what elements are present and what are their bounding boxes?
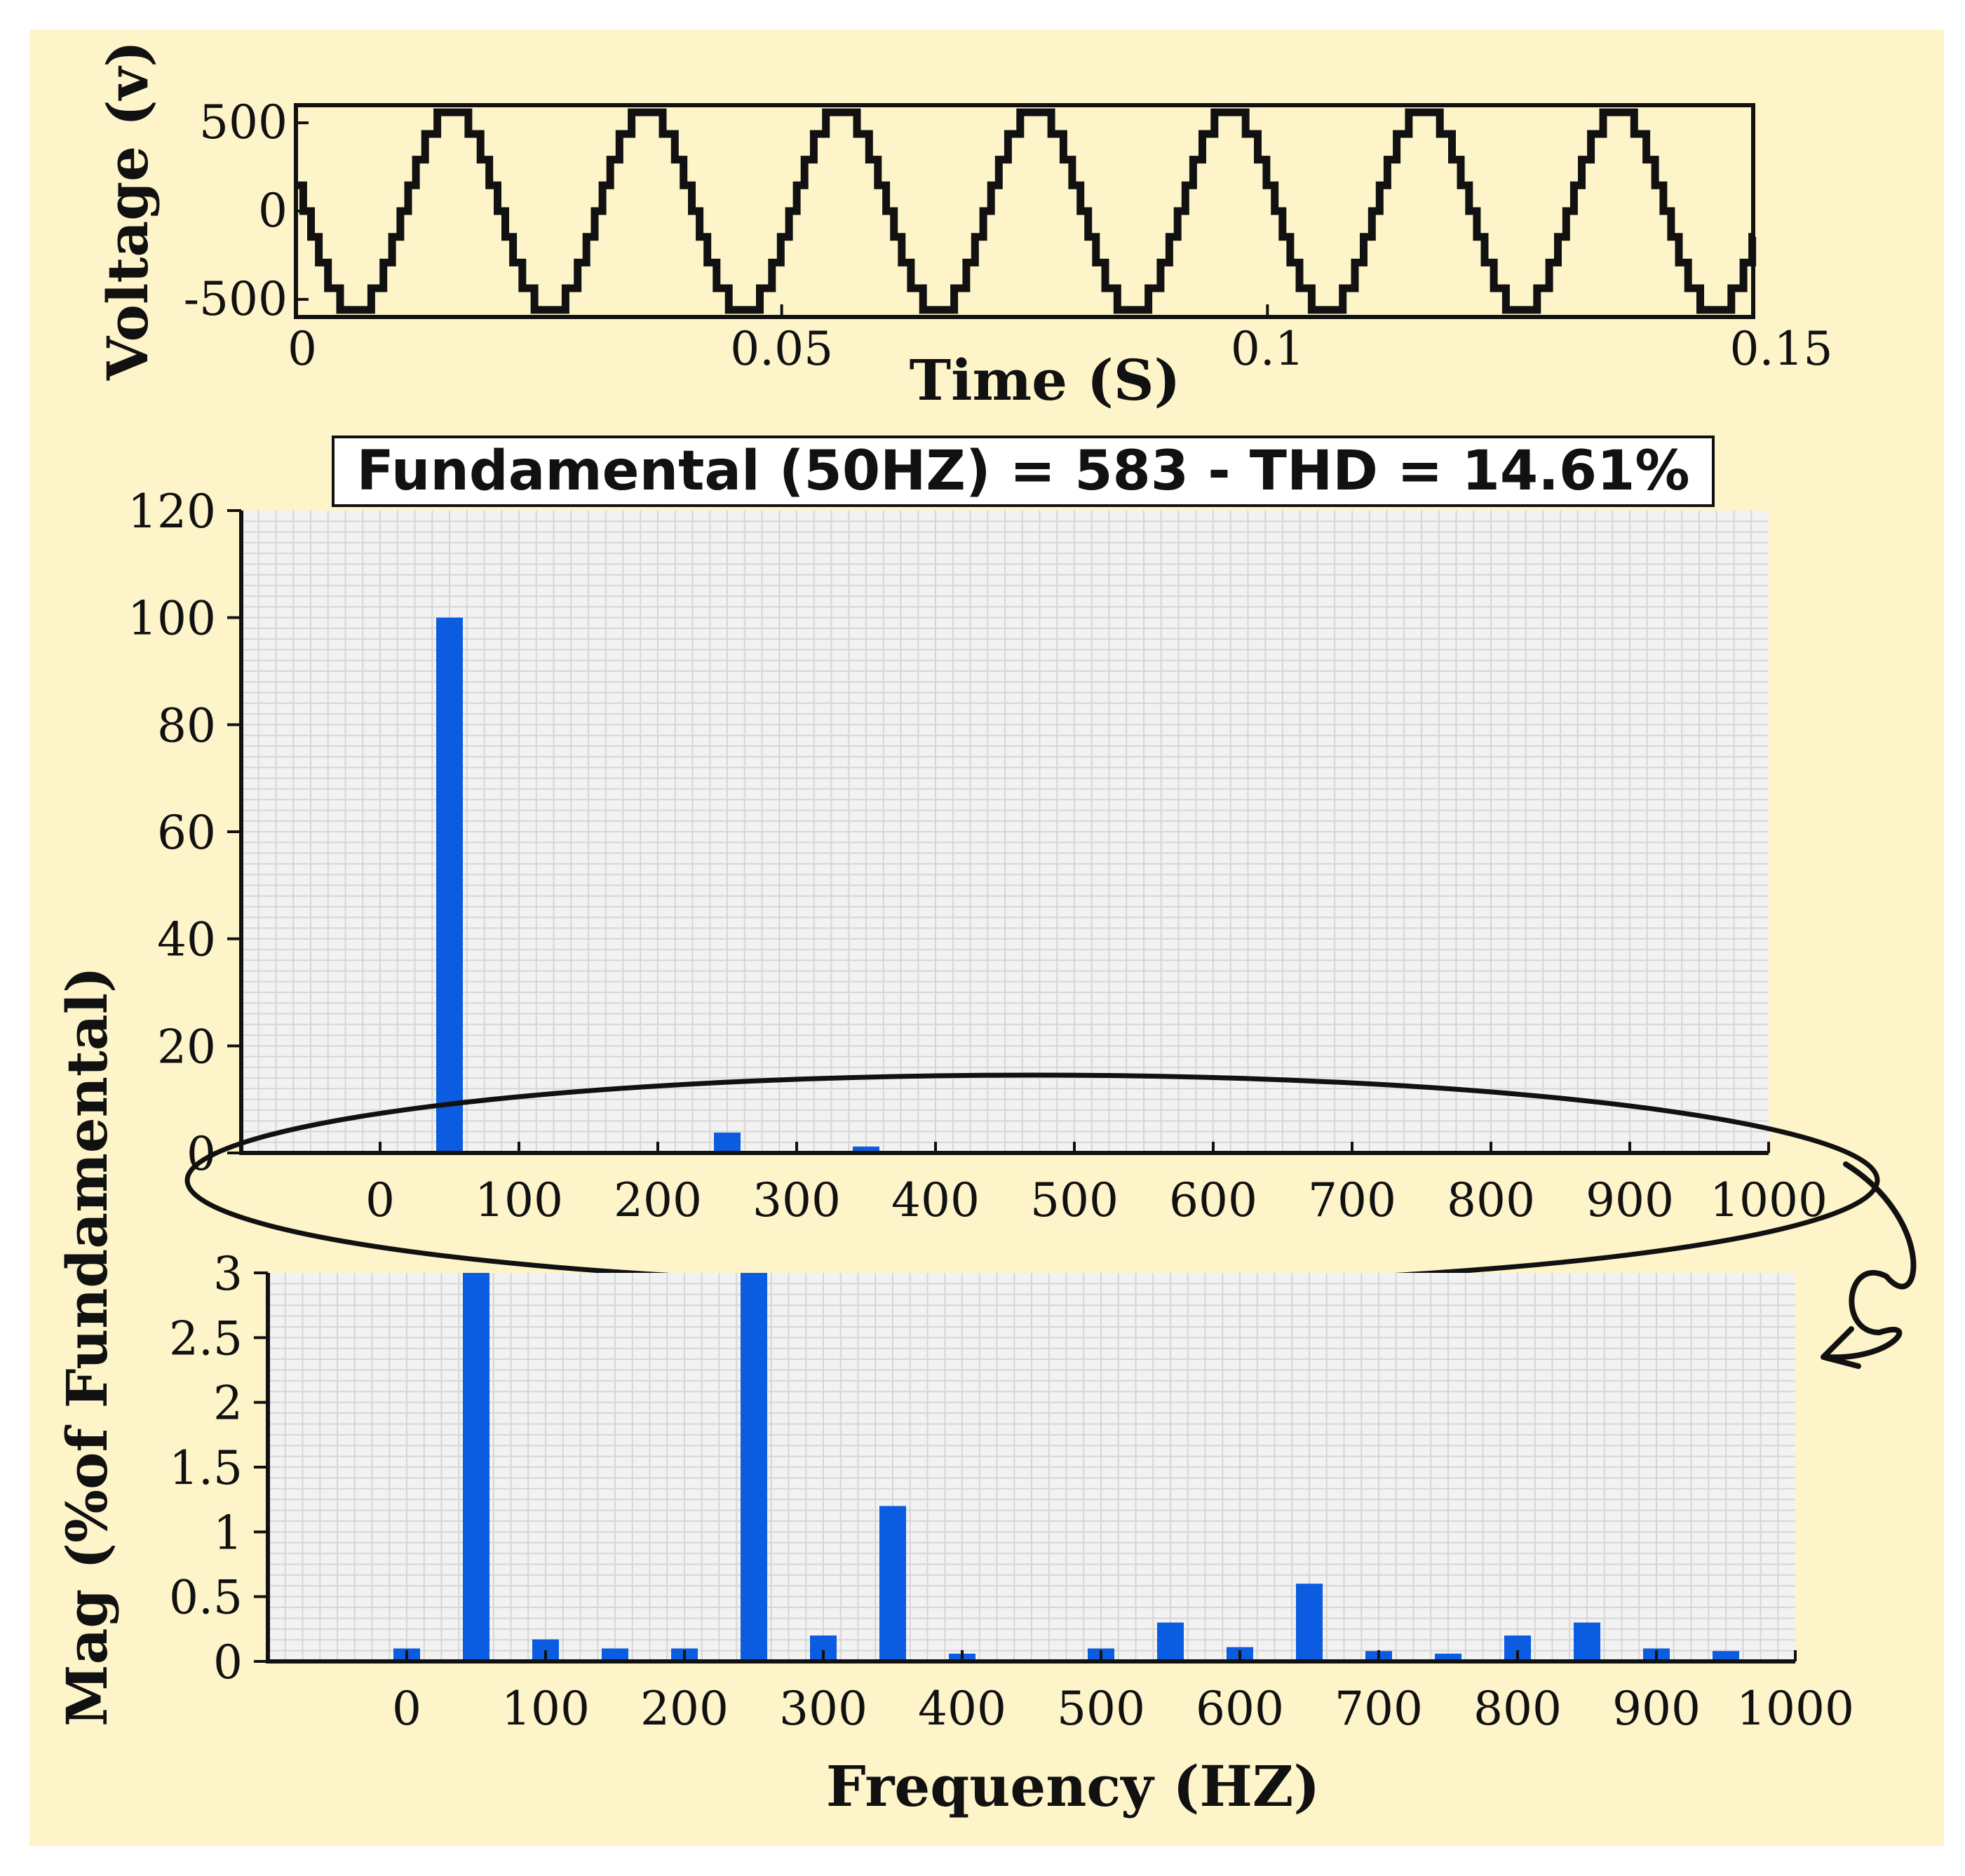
spectrum-bar (741, 1273, 767, 1661)
x-tick-label: 300 (779, 1682, 867, 1736)
fft-y-axis-title: Mag (%of Fundamental) (54, 966, 120, 1727)
fft-spectrum-zoom-ticks (254, 1271, 1797, 1663)
spectrum-bar (463, 1273, 489, 1661)
wave-x-tick-label: 0.15 (1730, 322, 1833, 376)
y-tick-label: 60 (157, 806, 216, 860)
y-tick-label: 100 (128, 592, 216, 646)
y-tick-label: 40 (157, 913, 216, 967)
fft-spectrum-zoom-tick-labels: 0 100 200 300 400 500 600 700 800 900 1000 3 2.5 2 1.5… (169, 1247, 1854, 1736)
wave-y-tick-label: -500 (184, 272, 288, 326)
fft-spectrum-zoom-grid (268, 1273, 1795, 1661)
x-tick-label: 700 (1335, 1682, 1423, 1736)
x-tick-label: 0 (392, 1682, 421, 1736)
fft-spectrum-full-ticks (227, 509, 1770, 1154)
wave-y-tick-label: 0 (258, 184, 288, 238)
x-tick-label: 0 (365, 1173, 395, 1227)
thd-banner-box (332, 436, 1715, 507)
spectrum-bar (602, 1648, 628, 1661)
x-tick-label: 800 (1473, 1682, 1562, 1736)
fft-spectrum-full-tick-labels: 0 100 200 300 400 500 600 700 800 900 1000 120 100 80… (128, 485, 1828, 1227)
fft-spectrum-zoom-x-title: Frequency (HZ) (826, 1753, 1320, 1819)
voltage-waveform-y-title: Voltage (v) (95, 41, 161, 381)
x-tick-label: 200 (640, 1682, 729, 1736)
x-tick-label: 100 (501, 1682, 590, 1736)
y-tick-label: 0 (213, 1635, 243, 1689)
y-tick-label: 0.5 (169, 1571, 243, 1625)
y-tick-label: 80 (157, 699, 216, 753)
x-tick-label: 500 (1057, 1682, 1145, 1736)
wave-x-tick-label: 0 (288, 322, 317, 376)
spectrum-bar (1435, 1653, 1461, 1661)
x-tick-label: 600 (1169, 1173, 1257, 1227)
fft-spectrum-full-bars (436, 617, 879, 1153)
wave-x-tick-label: 0.05 (730, 322, 833, 376)
spectrum-bar (1296, 1584, 1323, 1661)
y-tick-label: 2 (213, 1377, 243, 1431)
voltage-waveform-line (296, 108, 1757, 314)
x-tick-label: 900 (1586, 1173, 1674, 1227)
spectrum-bar (853, 1146, 879, 1153)
thd-banner-text: Fundamental (50HZ) = 583 - THD = 14.61% (356, 440, 1689, 503)
x-tick-label: 600 (1196, 1682, 1284, 1736)
x-tick-label: 900 (1612, 1682, 1701, 1736)
y-tick-label: 1 (213, 1506, 243, 1560)
spectrum-bar (879, 1506, 906, 1661)
fft-spectrum-full-chart: 0 100 200 300 400 500 600 700 800 900 1000 120 100 80… (128, 485, 1828, 1227)
spectrum-bar (714, 1132, 741, 1153)
x-tick-label: 200 (614, 1173, 702, 1227)
y-tick-label: 2.5 (169, 1311, 243, 1365)
x-tick-label: 100 (475, 1173, 563, 1227)
spectrum-bar (436, 617, 463, 1153)
spectrum-bar (1713, 1651, 1739, 1661)
x-tick-label: 300 (752, 1173, 841, 1227)
x-tick-label: 800 (1447, 1173, 1535, 1227)
fft-spectrum-zoom-chart: 0 100 200 300 400 500 600 700 800 900 1000 3 2.5 2 1.5… (169, 1247, 1854, 1819)
fft-spectrum-full-grid (241, 511, 1769, 1153)
x-tick-label: 500 (1030, 1173, 1119, 1227)
voltage-waveform-x-title: Time (S) (910, 347, 1181, 413)
y-tick-label: 20 (157, 1020, 216, 1074)
wave-y-tick-label: 500 (199, 95, 288, 149)
y-tick-label: 120 (128, 485, 216, 539)
zoom-arrow (1824, 1161, 1917, 1361)
thd-banner: Fundamental (50HZ) = 583 - THD = 14.61% (332, 436, 1715, 507)
y-tick-label: 3 (213, 1247, 243, 1301)
x-tick-label: 1000 (1736, 1682, 1854, 1736)
spectrum-bar (1157, 1622, 1184, 1661)
y-tick-label: 1.5 (169, 1441, 243, 1495)
x-tick-label: 400 (918, 1682, 1006, 1736)
wave-x-tick-label: 0.1 (1231, 322, 1304, 376)
zoom-arrowhead (1821, 1326, 1861, 1369)
spectrum-bar (1574, 1622, 1600, 1661)
x-tick-label: 1000 (1710, 1173, 1828, 1227)
voltage-waveform-frame (294, 103, 1755, 319)
x-tick-label: 700 (1308, 1173, 1396, 1227)
x-tick-label: 400 (891, 1173, 980, 1227)
